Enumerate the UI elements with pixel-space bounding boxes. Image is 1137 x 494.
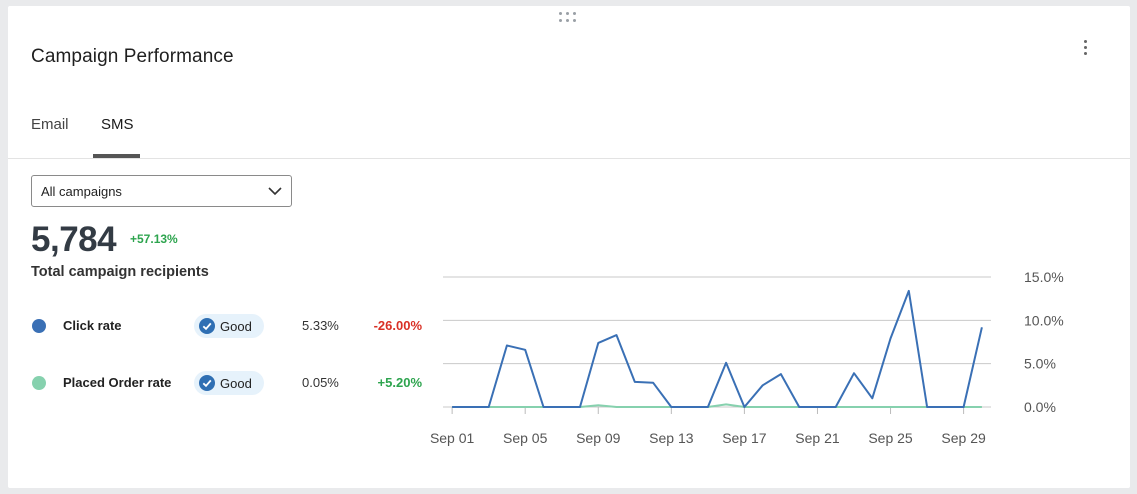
metric-delta: -26.00% [373,318,422,333]
metric-row-placed-order-rate: Placed Order rate Good 0.05% +5.20% [32,370,432,396]
line-chart: 0.0% 5.0% 10.0% 15.0% Sep 01 Sep 05 Sep 09 Sep … [430,269,1064,446]
x-tick-label: Sep 01 [430,430,475,446]
status-badge: Good [194,314,264,338]
y-tick-label: 10.0% [1024,312,1064,328]
series-dot [32,376,46,390]
x-tick-label: Sep 17 [722,430,767,446]
status-badge: Good [194,371,264,395]
x-tick-label: Sep 29 [941,430,986,446]
campaign-select[interactable]: All campaigns [31,175,292,207]
widget-title: Campaign Performance [31,46,234,67]
y-tick-label: 5.0% [1024,356,1056,372]
tab-divider [8,158,1130,159]
drag-handle-icon[interactable] [559,12,579,26]
metric-delta: +5.20% [377,375,422,390]
status-badge-label: Good [220,319,252,334]
check-circle-icon [199,375,215,391]
y-tick-label: 15.0% [1024,269,1064,285]
campaign-performance-card: Campaign Performance Email SMS All campa… [8,6,1130,488]
y-tick-label: 0.0% [1024,399,1056,415]
series-dot [32,319,46,333]
tab-email[interactable]: Email [31,116,69,133]
total-recipients-value: 5,784 [31,220,117,259]
series-line-click-rate [452,289,983,408]
metric-value: 5.33% [302,318,339,333]
x-tick-label: Sep 13 [649,430,694,446]
metric-name: Placed Order rate [63,375,172,390]
campaign-select-value: All campaigns [41,184,122,199]
metric-name: Click rate [63,318,122,333]
x-tick-label: Sep 05 [503,430,548,446]
x-tick-label: Sep 25 [868,430,913,446]
x-tick-label: Sep 09 [576,430,621,446]
active-tab-indicator [93,154,140,158]
total-recipients-label: Total campaign recipients [31,264,209,280]
metric-row-click-rate: Click rate Good 5.33% -26.00% [32,313,432,339]
check-circle-icon [199,318,215,334]
tab-sms[interactable]: SMS [101,116,134,133]
series-line-placed-order-rate [452,403,982,408]
more-vertical-icon[interactable] [1079,38,1093,58]
chevron-down-icon [268,187,282,196]
x-tick-label: Sep 21 [795,430,840,446]
status-badge-label: Good [220,376,252,391]
metric-value: 0.05% [302,375,339,390]
total-recipients-delta: +57.13% [130,232,178,246]
